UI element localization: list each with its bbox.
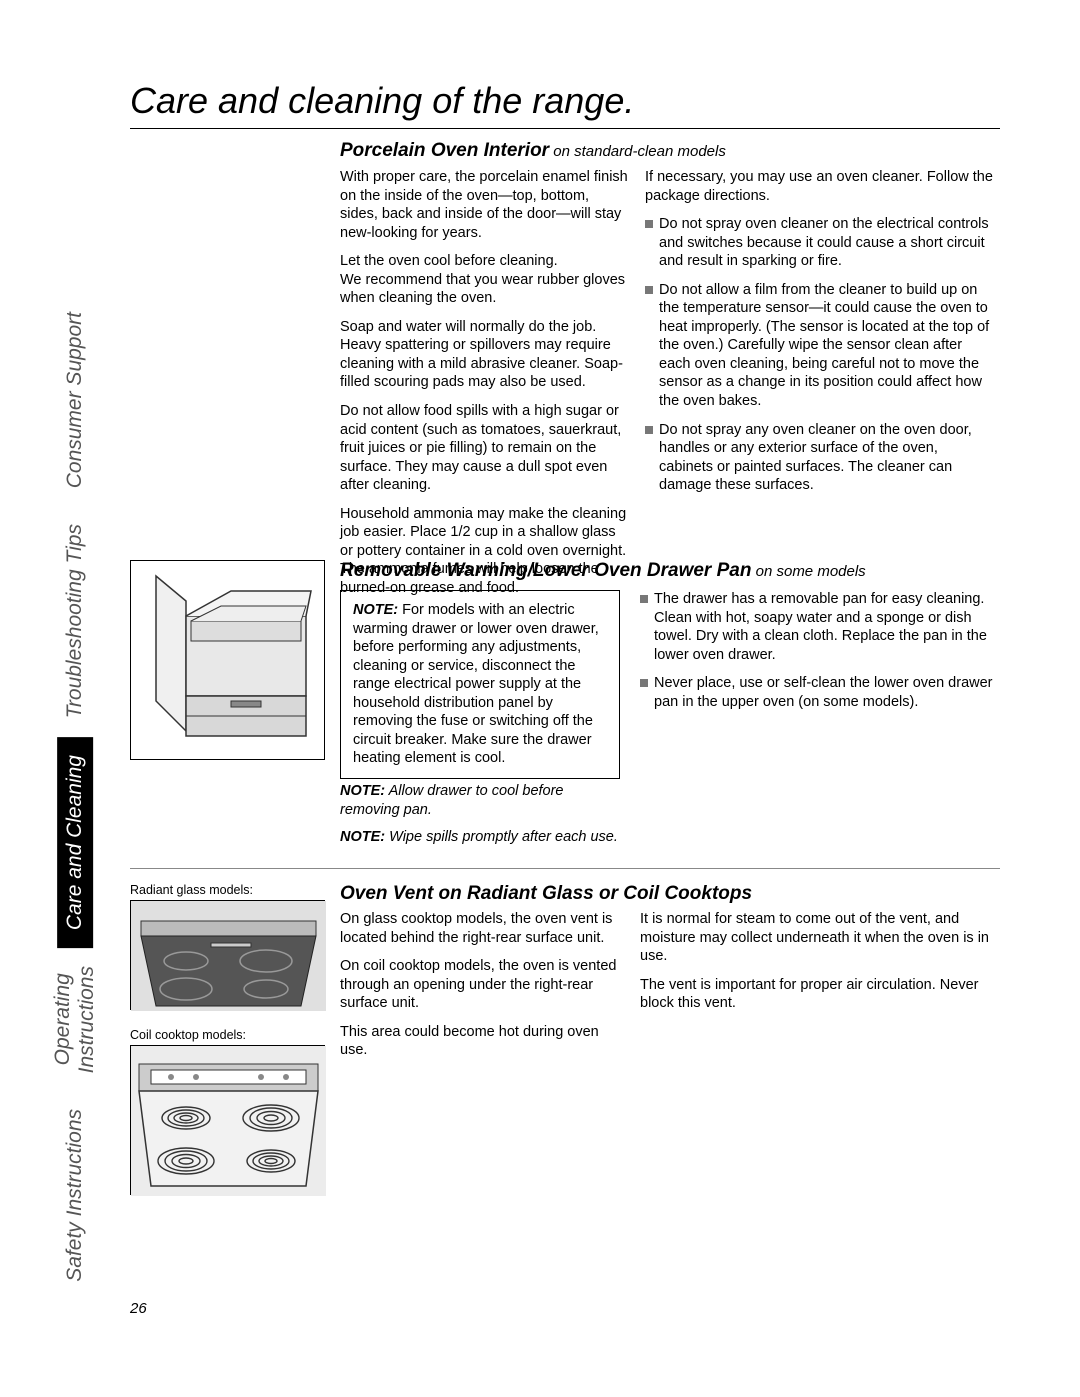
section2-note-box: NOTE: For models with an electric warmin… <box>340 590 620 779</box>
bullet-icon <box>645 220 653 228</box>
page-number: 26 <box>130 1300 147 1317</box>
page-title: Care and cleaning of the range. <box>130 80 1000 129</box>
section3-column-a: On glass cooktop models, the oven vent i… <box>340 910 620 1070</box>
bullet-icon <box>645 426 653 434</box>
coil-cooktop-illustration <box>130 1045 325 1195</box>
section2-notes: NOTE: Allow drawer to cool before removi… <box>340 782 620 855</box>
tab-troubleshooting[interactable]: Troubleshooting Tips <box>57 506 93 736</box>
sidebar-nav: Safety Instructions Operating Instructio… <box>55 60 95 1300</box>
s1b-b1-text: Do not spray oven cleaner on the electri… <box>659 215 995 271</box>
bullet-icon <box>640 595 648 603</box>
s1a-p5: Do not allow food spills with a high sug… <box>340 402 630 495</box>
bullet-icon <box>640 679 648 687</box>
s2-note2: NOTE: Allow drawer to cool before removi… <box>340 782 620 820</box>
s2b-b2: Never place, use or self-clean the lower… <box>640 674 1000 711</box>
s2b-b1: The drawer has a removable pan for easy … <box>640 590 1000 664</box>
s3a-p1: On glass cooktop models, the oven vent i… <box>340 910 620 947</box>
s1b-b1: Do not spray oven cleaner on the electri… <box>645 215 995 271</box>
s3a-p3: This area could become hot during oven u… <box>340 1023 620 1060</box>
s2-note-body: For models with an electric warming draw… <box>353 602 599 766</box>
s2b-b2-text: Never place, use or self-clean the lower… <box>654 674 1000 711</box>
tab-safety[interactable]: Safety Instructions <box>57 1091 93 1300</box>
tab-support[interactable]: Consumer Support <box>57 294 93 506</box>
s1b-b2: Do not allow a film from the cleaner to … <box>645 281 995 411</box>
s2-note2-prefix: NOTE: <box>340 783 385 799</box>
s3a-p2: On coil cooktop models, the oven is vent… <box>340 957 620 1013</box>
section2-heading-text: Removable Warming/Lower Oven Drawer Pan <box>340 560 751 581</box>
s2b-b1-text: The drawer has a removable pan for easy … <box>654 590 1000 664</box>
section1-qualifier: on standard-clean models <box>549 143 726 160</box>
caption-coil: Coil cooktop models: <box>130 1028 246 1042</box>
section1-column-b: If necessary, you may use an oven cleane… <box>645 168 995 505</box>
tab-operating[interactable]: Operating Instructions <box>45 948 105 1091</box>
drawer-illustration <box>130 560 325 760</box>
section2-qualifier: on some models <box>751 563 865 580</box>
s1a-p6: Household ammonia may make the cleaning … <box>340 505 630 598</box>
s3b-p1: It is normal for steam to come out of th… <box>640 910 1000 966</box>
s1a-p2: Let the oven cool before cleaning. <box>340 252 630 271</box>
section3-heading: Oven Vent on Radiant Glass or Coil Cookt… <box>340 883 752 905</box>
s2-note3-prefix: NOTE: <box>340 829 385 845</box>
tab-care[interactable]: Care and Cleaning <box>57 737 93 948</box>
s2-note3: NOTE: Wipe spills promptly after each us… <box>340 828 620 847</box>
section3-column-b: It is normal for steam to come out of th… <box>640 910 1000 1023</box>
section1-column-a: With proper care, the porcelain enamel f… <box>340 168 630 607</box>
section1-heading-text: Porcelain Oven Interior <box>340 140 549 161</box>
s1b-b3-text: Do not spray any oven cleaner on the ove… <box>659 421 995 495</box>
s1a-p1: With proper care, the porcelain enamel f… <box>340 168 630 242</box>
radiant-glass-illustration <box>130 900 325 1010</box>
s2-note3-body: Wipe spills promptly after each use. <box>385 829 618 845</box>
section1-heading: Porcelain Oven Interior on standard-clea… <box>340 140 726 162</box>
s1a-p3: We recommend that you wear rubber gloves… <box>340 271 630 308</box>
s3b-p2: The vent is important for proper air cir… <box>640 976 1000 1013</box>
s1b-p1: If necessary, you may use an oven cleane… <box>645 168 995 205</box>
section2-heading: Removable Warming/Lower Oven Drawer Pan … <box>340 560 866 582</box>
s2-note-prefix: NOTE: <box>353 602 398 618</box>
section-divider <box>130 868 1000 869</box>
section2-column-b: The drawer has a removable pan for easy … <box>640 590 1000 721</box>
caption-radiant: Radiant glass models: <box>130 883 253 897</box>
s1b-b2-text: Do not allow a film from the cleaner to … <box>659 281 995 411</box>
s1a-p4: Soap and water will normally do the job.… <box>340 318 630 392</box>
s1b-b3: Do not spray any oven cleaner on the ove… <box>645 421 995 495</box>
bullet-icon <box>645 286 653 294</box>
